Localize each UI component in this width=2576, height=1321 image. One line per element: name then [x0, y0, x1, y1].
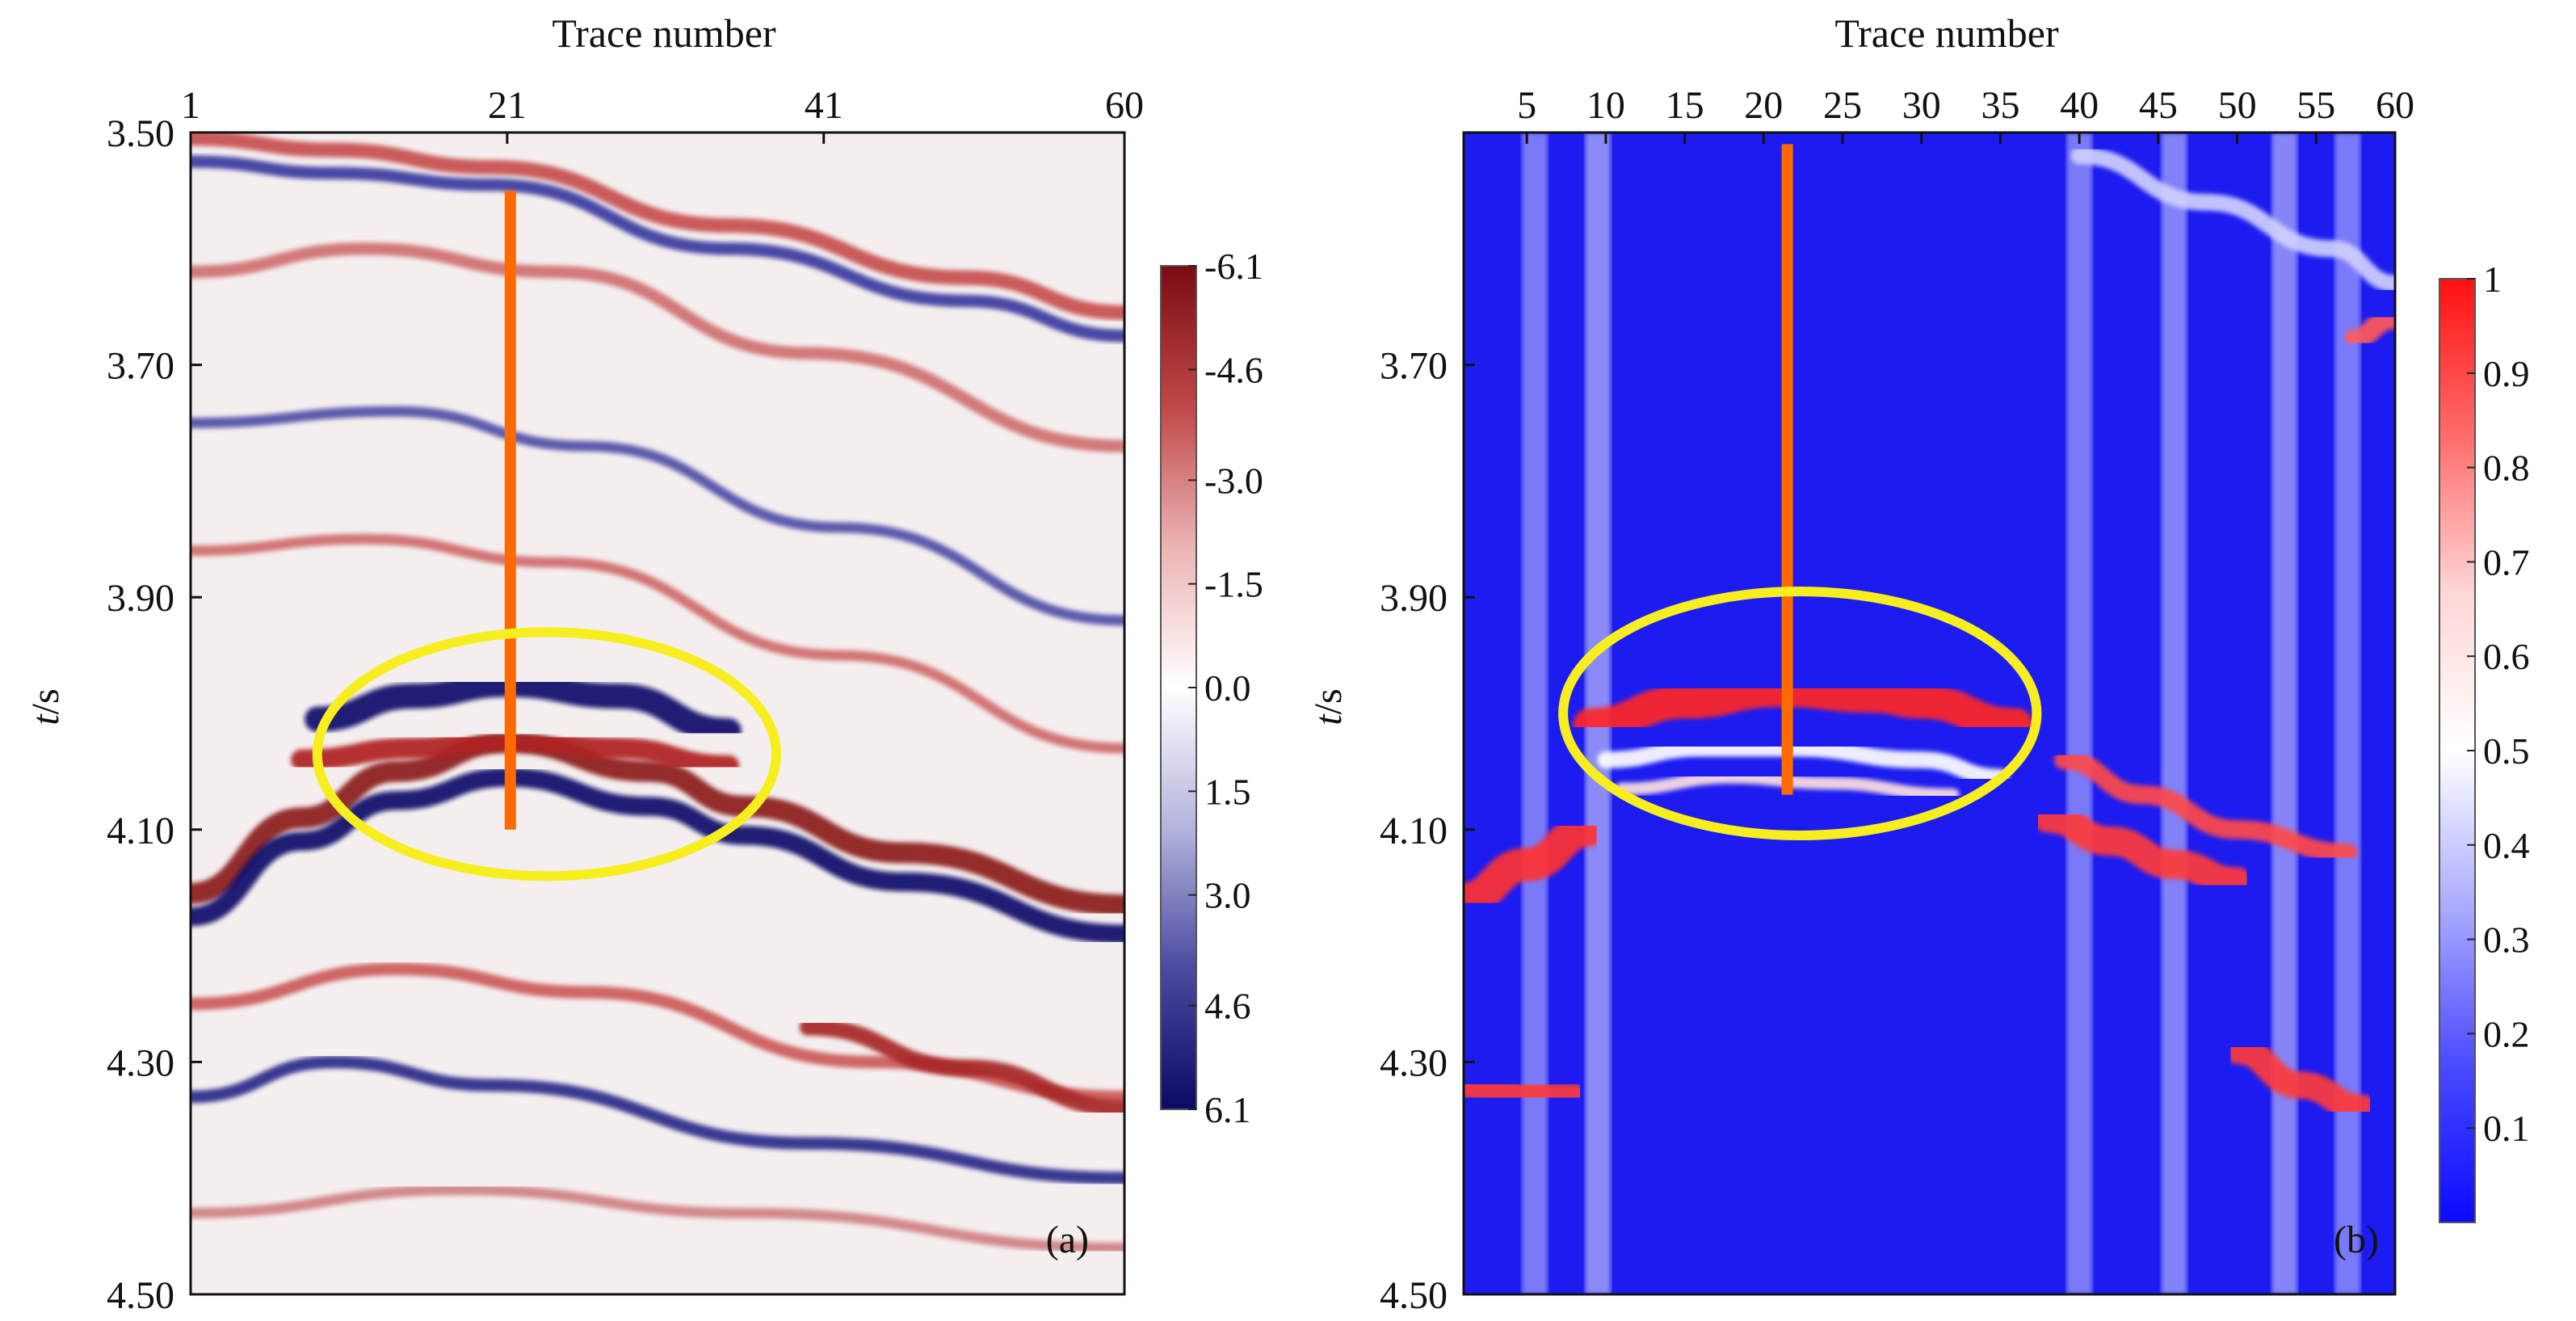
panel-b-y-ticks: 3.70 3.90 4.10 4.30 4.50	[1380, 345, 1475, 1317]
colorbar-tick-label: -3.0	[1204, 460, 1263, 501]
panel-b-label: (b)	[2334, 1218, 2379, 1261]
panel-b-frame	[1462, 131, 2397, 1296]
x-tick-label: 21	[488, 84, 527, 127]
colorbar-tick-label: 3.0	[1204, 875, 1251, 916]
reflector-event	[2337, 308, 2395, 352]
reflector-event	[1464, 1071, 1588, 1111]
reflector-event	[191, 155, 1124, 343]
colorbar-tick-label: 1.5	[1204, 771, 1251, 812]
y-tick-label: 3.70	[1380, 345, 1448, 388]
colorbar-tick-label: 0.8	[2483, 448, 2530, 489]
x-tick-label: 20	[1744, 84, 1783, 127]
bright-column	[2066, 133, 2093, 1294]
x-tick-label: 30	[1902, 84, 1941, 127]
x-tick-label: 35	[1981, 84, 2019, 127]
panel-b-highlight-ellipse	[1558, 587, 2042, 840]
panel-a-colorbar-ticks: -6.1 -4.6 -3.0 -1.5 0.0 1.5 3.0 4.6 6.1	[1188, 246, 1263, 1130]
panel-a-highlight-ellipse	[312, 627, 781, 881]
x-tick-label: 15	[1666, 84, 1704, 127]
reflector-event	[191, 1184, 1124, 1253]
colorbar-tick-label: 6.1	[1204, 1089, 1251, 1130]
y-tick-label: 3.70	[107, 345, 174, 388]
x-tick-label: 41	[805, 84, 843, 127]
y-tick-label: 4.30	[107, 1041, 174, 1084]
reflector-event	[2053, 750, 2358, 863]
y-tick-label: 4.50	[1380, 1274, 1448, 1317]
panel-b-y-axis-label: t/s	[1307, 688, 1350, 725]
colorbar-tick-label: -1.5	[1204, 564, 1263, 605]
reflector-event	[2070, 147, 2395, 292]
reflector-event	[191, 133, 1124, 320]
bright-column	[2271, 133, 2298, 1294]
reflector-event	[191, 406, 1124, 626]
x-tick-label: 60	[2376, 84, 2414, 127]
y-tick-label: 3.90	[107, 577, 174, 620]
panel-b-x-axis-label: Trace number	[1834, 11, 2059, 56]
colorbar-tick-label: -4.6	[1204, 349, 1263, 390]
bright-column	[1521, 133, 1548, 1294]
reflector-event	[1573, 673, 2033, 743]
x-tick-label: 5	[1517, 84, 1536, 127]
x-tick-label: 25	[1823, 84, 1862, 127]
panel-b-x-ticks: 5 10 15 20 25 30 35 40 45 50 55 60	[1517, 84, 2414, 144]
reflector-event	[799, 1018, 1124, 1117]
colorbar-tick-label: 0.9	[2483, 353, 2530, 394]
reflector-event	[2032, 803, 2252, 897]
reflector-event	[191, 768, 1124, 944]
reflector-event	[191, 533, 1124, 754]
panel-a-y-axis-label-t: t	[24, 713, 67, 726]
colorbar-tick-label: 0.7	[2483, 541, 2530, 583]
colorbar-tick-label: 0.0	[1204, 667, 1251, 709]
y-tick-label: 3.50	[107, 112, 174, 155]
x-tick-label: 40	[2060, 84, 2099, 127]
colorbar-tick-label: 0.3	[2483, 919, 2530, 961]
y-tick-label: 4.30	[1380, 1041, 1448, 1084]
colorbar-tick-label: 0.2	[2483, 1013, 2530, 1054]
colorbar-tick-label: 0.5	[2483, 730, 2530, 772]
x-tick-label: 60	[1105, 84, 1144, 127]
panel-a-y-ticks: 3.50 3.70 3.90 4.10 4.30 4.50	[107, 112, 202, 1317]
panel-b-reflectors	[1464, 147, 2395, 1122]
colorbar-tick-label: 0.6	[2483, 636, 2530, 677]
reflector-event	[1464, 813, 1607, 916]
panel-b: 5 10 15 20 25 30 35 40 45 50 55 60 3.70 3.90 4.10 4.30…	[1307, 11, 2530, 1317]
y-tick-label: 4.10	[1380, 810, 1448, 852]
x-tick-label: 1	[181, 84, 200, 127]
panel-a-frame	[189, 131, 1126, 1296]
colorbar-tick-label: 4.6	[1204, 986, 1251, 1027]
y-tick-label: 4.10	[107, 810, 174, 852]
panel-a: 1 21 41 60 3.50 3.70 3.90 4.10 4.30 4.50 Trace n…	[24, 11, 1263, 1317]
reflector-event	[191, 242, 1124, 453]
x-tick-label: 45	[2139, 84, 2178, 127]
y-tick-label: 4.50	[107, 1274, 174, 1317]
y-tick-label: 3.90	[1380, 577, 1448, 620]
panel-b-y-axis-label-unit: /s	[1307, 688, 1350, 714]
colorbar-tick-label: 1	[2483, 259, 2502, 300]
panel-a-label: (a)	[1046, 1218, 1089, 1261]
panel-a-y-axis-label-unit: /s	[24, 688, 67, 714]
colorbar-tick-label: 0.1	[2483, 1108, 2530, 1149]
x-tick-label: 50	[2218, 84, 2257, 127]
reflector-event	[1597, 739, 2009, 786]
bright-column	[2161, 133, 2187, 1294]
panel-a-x-axis-label: Trace number	[552, 11, 776, 56]
panel-b-y-axis-label-t: t	[1307, 713, 1350, 726]
x-tick-label: 10	[1586, 84, 1625, 127]
panel-a-y-axis-label: t/s	[24, 688, 67, 725]
x-tick-label: 55	[2297, 84, 2335, 127]
colorbar-tick-label: 0.4	[2483, 825, 2530, 866]
colorbar-tick-label: -6.1	[1204, 246, 1263, 287]
panel-b-colorbar-ticks: 1 0.9 0.8 0.7 0.6 0.5 0.4 0.3 0.2 0.1	[2467, 259, 2530, 1149]
reflector-event	[191, 731, 1124, 916]
panel-a-x-ticks: 1 21 41 60	[181, 84, 1144, 144]
reflector-event	[2223, 1037, 2377, 1122]
reflector-event	[191, 1055, 1124, 1184]
